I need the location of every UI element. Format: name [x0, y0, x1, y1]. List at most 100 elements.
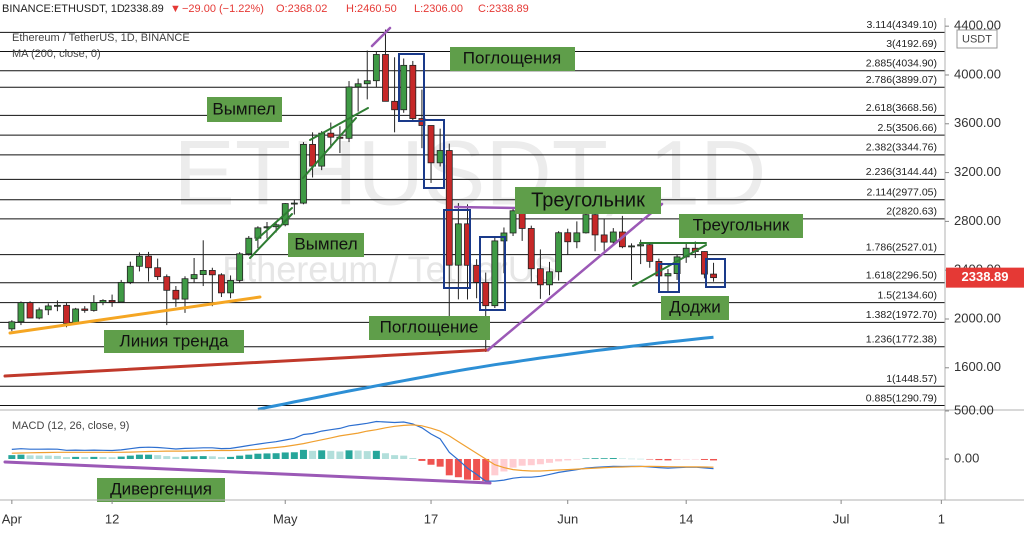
- macd-histogram-bar: [618, 458, 626, 460]
- macd-histogram-bar: [381, 453, 389, 459]
- macd-histogram-bar: [555, 458, 563, 462]
- legend-macd: MACD (12, 26, close, 9): [12, 420, 129, 432]
- fib-label: 2.885(4034.90): [866, 57, 937, 69]
- candle-body: [445, 150, 453, 266]
- fib-label: 0.885(1290.79): [866, 392, 937, 404]
- currency-box: [956, 29, 998, 49]
- candle-body: [81, 308, 89, 311]
- macd-y-tick-label: 500.00: [954, 402, 994, 417]
- candle-body: [63, 304, 70, 324]
- last-price: 2338.89: [124, 3, 164, 15]
- candle-body: [8, 321, 16, 330]
- candle-body: [190, 274, 198, 280]
- candle-body: [400, 64, 408, 111]
- macd-histogram-bar: [564, 458, 572, 461]
- candle-body: [664, 273, 672, 277]
- candle-body: [181, 278, 189, 300]
- legend-instrument: Ethereum / TetherUS, 1D, BINANCE: [12, 32, 190, 44]
- candle-body: [199, 270, 207, 275]
- macd-histogram-bar: [546, 458, 554, 463]
- macd-histogram-bar: [691, 458, 699, 460]
- fib-label: 2.618(3668.56): [866, 102, 937, 114]
- macd-histogram-bar: [509, 458, 517, 468]
- macd-histogram-bar: [372, 450, 380, 459]
- fib-label: 2.382(3344.76): [866, 142, 937, 154]
- macd-histogram-bar: [172, 456, 180, 459]
- candle-body: [527, 228, 535, 270]
- change-arrow: ▼: [170, 3, 181, 15]
- candle-body: [236, 253, 244, 281]
- macd-histogram-bar: [527, 458, 535, 466]
- support-line: [3, 348, 490, 378]
- macd-histogram-bar: [63, 457, 71, 459]
- candle-body: [126, 265, 134, 283]
- change: −29.00 (−1.22%): [182, 3, 264, 15]
- y-tick-label: 3600.00: [954, 115, 1001, 130]
- candle-body: [628, 245, 635, 248]
- candle-body: [454, 223, 462, 266]
- y-tick-label: 4000.00: [954, 66, 1001, 81]
- pattern-box: [705, 258, 726, 288]
- x-tick-label: Jul: [833, 511, 850, 526]
- candle-body: [99, 300, 107, 303]
- macd-line: [11, 420, 714, 482]
- symbol: BINANCE:ETHUSDT, 1D: [2, 3, 125, 15]
- x-tick-label: 1: [938, 511, 945, 526]
- macd-histogram-bar: [272, 453, 280, 459]
- macd-histogram-bar: [354, 450, 362, 459]
- macd-histogram-bar: [536, 458, 544, 465]
- pennant-line: [309, 107, 369, 141]
- candle-body: [117, 281, 125, 303]
- macd-histogram-bar: [637, 458, 645, 460]
- trend-line: [8, 295, 262, 335]
- x-tick-label: Jun: [557, 511, 578, 526]
- macd-histogram-bar: [17, 454, 25, 459]
- candle-body: [363, 80, 371, 85]
- y-tick-label: 3200.00: [954, 164, 1001, 179]
- macd-histogram-bar: [208, 456, 216, 459]
- annotation: Треугольник: [693, 215, 790, 234]
- macd-histogram-bar: [327, 450, 335, 459]
- macd-histogram-bar: [454, 458, 462, 478]
- candle-body: [290, 202, 298, 205]
- candle-body: [218, 274, 225, 294]
- ohlc-open: O:2368.02: [276, 3, 327, 15]
- candle-body: [473, 264, 481, 283]
- macd-histogram-bar: [290, 452, 298, 459]
- price-grid: 3.114(4349.10) 3(4192.69) 2.885(4034.90) 2.…: [0, 19, 945, 411]
- x-tick-label: Apr: [2, 511, 23, 526]
- macd-histogram-bar: [126, 455, 134, 459]
- triangle-line: [632, 244, 707, 287]
- candle-body: [108, 300, 116, 303]
- purple-line: [453, 205, 517, 210]
- macd-histogram-bar: [217, 457, 225, 459]
- macd-histogram-bar: [108, 457, 116, 459]
- annotation-box: [104, 330, 244, 353]
- candle-body: [245, 237, 253, 255]
- candle-body: [701, 251, 708, 275]
- annotations: Поглощения Вымпел Вымпел Линия тренда По…: [97, 47, 803, 502]
- macd-histogram-bar: [682, 458, 690, 460]
- macd-histogram-bar: [363, 451, 371, 459]
- macd-histogram-bar: [609, 458, 617, 459]
- macd-histogram-bar: [345, 450, 353, 459]
- annotation: Поглощения: [463, 48, 561, 67]
- candle-body: [391, 100, 398, 111]
- macd-histogram-bar: [254, 453, 262, 459]
- macd-histogram-bar: [482, 458, 490, 482]
- macd-histogram-bar: [163, 456, 171, 459]
- fib-label: 1.5(2134.60): [877, 289, 937, 301]
- macd-histogram-bar: [44, 455, 52, 459]
- macd-histogram-bar: [117, 456, 125, 459]
- annotation: Дивергенция: [110, 479, 212, 498]
- candles: [8, 29, 718, 482]
- fib-label: 2.114(2977.05): [867, 187, 937, 199]
- ma-line: [257, 335, 714, 411]
- ohlc-low: L:2306.00: [414, 3, 463, 15]
- annotation-box: [450, 47, 575, 71]
- price-tag-label: 2338.89: [962, 269, 1009, 284]
- candle-body: [409, 64, 417, 119]
- candle-body: [17, 302, 25, 323]
- candle-body: [573, 232, 581, 243]
- candle-body: [72, 308, 80, 324]
